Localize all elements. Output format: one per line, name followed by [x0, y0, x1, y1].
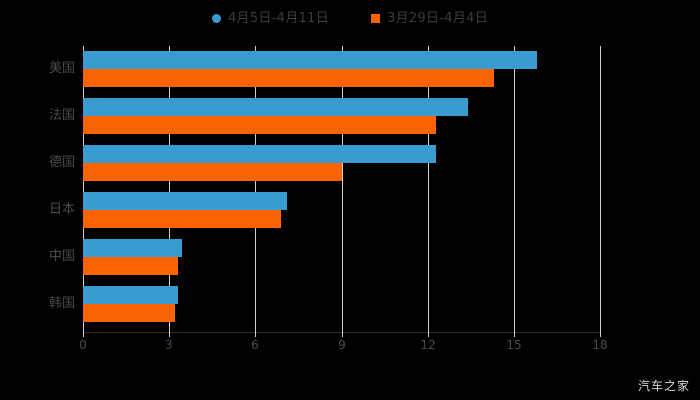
gridline-18 [600, 46, 601, 332]
square-marker-icon [371, 13, 380, 23]
bar-series-1-cat-3[interactable] [83, 192, 287, 210]
x-axis-label-12: 12 [420, 338, 436, 352]
x-axis-label-18: 18 [592, 338, 608, 352]
x-tick-18 [600, 332, 601, 337]
y-axis-label-3: 日本 [48, 202, 75, 217]
bar-series-1-cat-1[interactable] [83, 98, 468, 116]
bar-group-0 [83, 46, 600, 93]
bar-group-4 [83, 234, 600, 281]
x-tick-6 [255, 332, 256, 337]
gridline-9 [342, 46, 343, 332]
x-axis-label-9: 9 [338, 338, 346, 352]
legend-label-series-1: 4月5日-4月11日 [227, 10, 329, 26]
bar-series-2-cat-0[interactable] [83, 69, 494, 87]
x-axis-label-6: 6 [251, 338, 259, 352]
x-tick-0 [83, 332, 84, 337]
bar-group-3 [83, 187, 600, 234]
bar-series-2-cat-4[interactable] [83, 257, 178, 275]
chart-legend: 4月5日-4月11日 3月29日-4月4日 [0, 6, 700, 30]
x-axis-label-3: 3 [165, 338, 173, 352]
x-tick-3 [169, 332, 170, 337]
bar-series-2-cat-1[interactable] [83, 116, 437, 134]
y-axis-label-0: 美国 [48, 61, 75, 76]
gridline-12 [428, 46, 429, 332]
bar-series-1-cat-4[interactable] [83, 239, 183, 257]
legend-label-series-2: 3月29日-4月4日 [387, 10, 489, 26]
bar-series-2-cat-5[interactable] [83, 304, 175, 322]
bar-group-1 [83, 93, 600, 140]
x-tick-12 [428, 332, 429, 337]
bar-series-1-cat-2[interactable] [83, 145, 437, 163]
plot-area [83, 46, 601, 332]
bar-group-2 [83, 140, 600, 187]
x-tick-15 [514, 332, 515, 337]
gridline-15 [514, 46, 515, 332]
y-axis-labels: 美国 法国 德国 日本 中国 韩国 [0, 46, 75, 332]
gridline-3 [169, 46, 170, 332]
y-axis-label-2: 德国 [48, 155, 75, 170]
circle-marker-icon [211, 13, 221, 23]
x-axis-label-0: 0 [79, 338, 87, 352]
legend-item-series-2[interactable]: 3月29日-4月4日 [371, 12, 488, 25]
gridline-0 [83, 46, 84, 332]
bar-series-1-cat-0[interactable] [83, 51, 537, 69]
y-axis-label-1: 法国 [48, 108, 75, 123]
x-axis-label-15: 15 [506, 338, 522, 352]
watermark: 汽车之家 [637, 379, 690, 393]
gridline-6 [255, 46, 256, 332]
bar-group-5 [83, 281, 600, 328]
bar-series-2-cat-2[interactable] [83, 163, 342, 181]
legend-item-series-1[interactable]: 4月5日-4月11日 [211, 10, 329, 26]
y-axis-label-4: 中国 [48, 249, 75, 264]
bar-series-1-cat-5[interactable] [83, 286, 178, 304]
bar-series-2-cat-3[interactable] [83, 210, 282, 228]
y-axis-label-5: 韩国 [48, 296, 75, 311]
x-tick-9 [342, 332, 343, 337]
